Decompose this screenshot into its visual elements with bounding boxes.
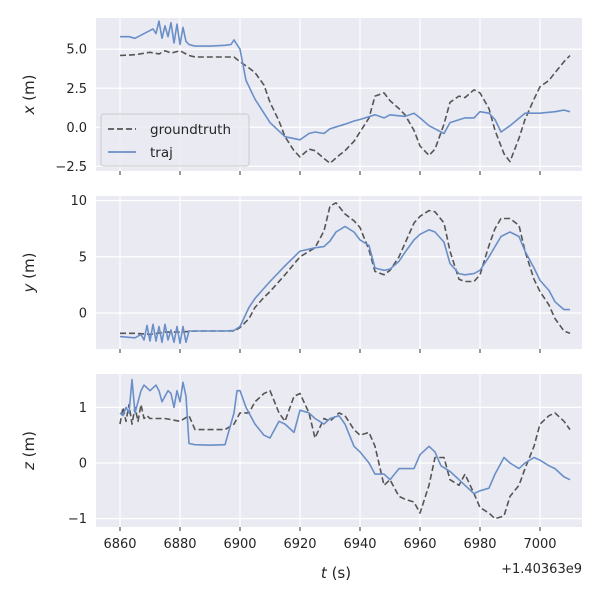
- panel-x-ytick-label: 5.0: [66, 43, 87, 58]
- panel-x-ytick-label: 2.5: [66, 82, 87, 97]
- panel-z-background: [96, 374, 582, 527]
- panel-y-series-groundtruth: [120, 202, 571, 336]
- xtick-label-6960: 6960: [403, 537, 436, 552]
- panel-z: −1 0 1 6860 6880 6900 6920 6940 6960 6980 7000 z (m…: [20, 374, 582, 552]
- panel-y-ylabel: y (m): [20, 253, 38, 294]
- xtick-label-7000: 7000: [523, 537, 556, 552]
- xtick-label-6980: 6980: [463, 537, 496, 552]
- panel-z-ytick-label: 1: [79, 401, 87, 416]
- panel-x-ytick-label: 0.0: [66, 121, 87, 136]
- xtick-label-6940: 6940: [343, 537, 376, 552]
- panel-z-series-groundtruth: [119, 389, 571, 520]
- legend-box: [100, 113, 250, 167]
- panel-y-ytick-label: 0: [79, 307, 87, 322]
- xtick-label-6860: 6860: [103, 537, 136, 552]
- panel-x-ytick-label: −2.5: [55, 160, 87, 175]
- panel-x-series-traj: [120, 20, 571, 141]
- legend: groundtruth traj: [100, 113, 250, 167]
- legend-label-traj: traj: [150, 145, 173, 161]
- offset-text: +1.40363e9: [501, 562, 582, 577]
- panel-z-ylabel: z (m): [20, 431, 38, 471]
- panel-z-series-traj: [119, 378, 571, 495]
- panel-y-ytick-label: 10: [70, 194, 87, 209]
- panel-z-ytick-label: 0: [79, 457, 87, 472]
- panel-y-series-traj: [119, 225, 570, 345]
- panel-y: 0 5 10 y (m): [20, 194, 582, 353]
- panel-x-ylabel: x (m): [20, 75, 38, 116]
- xtick-label-6920: 6920: [283, 537, 316, 552]
- legend-label-groundtruth: groundtruth: [150, 122, 231, 138]
- panel-y-background: [96, 196, 582, 349]
- panel-z-ytick-label: −1: [68, 512, 87, 527]
- xlabel: t (s): [321, 564, 351, 582]
- xtick-label-6900: 6900: [223, 537, 256, 552]
- panel-y-ytick-label: 5: [79, 250, 87, 265]
- panel-x-series-groundtruth: [119, 49, 571, 164]
- xtick-label-6880: 6880: [163, 537, 196, 552]
